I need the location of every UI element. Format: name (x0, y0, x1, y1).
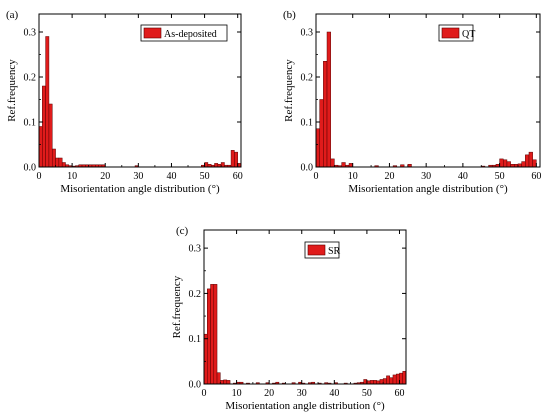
y-tick-label: 0.3 (24, 28, 37, 39)
legend-swatch (143, 27, 162, 39)
plot-frame (315, 13, 541, 168)
y-tick-label: 0.2 (189, 289, 202, 300)
bar (61, 162, 66, 168)
bar (42, 85, 46, 168)
x-tick-label: 0 (202, 388, 207, 399)
x-tick-label: 10 (232, 388, 242, 399)
panel-label: (b) (283, 9, 296, 21)
bar (58, 157, 63, 168)
bar (220, 162, 225, 168)
x-tick-label: 50 (200, 171, 210, 182)
bar (525, 154, 530, 168)
legend-box (140, 24, 228, 42)
x-axis-label: Misorientation angle distribution (°) (348, 183, 508, 195)
bar (503, 159, 508, 168)
y-tick-label: 0.2 (301, 73, 314, 84)
chart-panel-3: (c) 0 10 20 30 40 50 60 0.0 0.1 0.2 0.3 Misorientati… (171, 225, 407, 412)
plot-frame (203, 229, 407, 385)
x-tick-label: 0 (314, 171, 319, 182)
bar (369, 380, 374, 385)
bar (213, 284, 218, 385)
bar (223, 379, 228, 385)
x-tick-label: 40 (458, 171, 468, 182)
bar (348, 163, 353, 168)
chart-panel-2: (b) 0 10 20 30 40 50 60 0.0 0.1 0.2 0.3 Misorientati… (283, 9, 541, 195)
x-tick-label: 30 (421, 171, 431, 182)
x-tick-label: 60 (394, 388, 404, 399)
x-axis-label: Misorientation angle distribution (°) (225, 400, 385, 412)
x-tick-label: 10 (348, 171, 358, 182)
x-axis-label: Misorientation angle distribution (°) (60, 183, 220, 195)
bar (506, 161, 511, 168)
bar (220, 380, 224, 385)
x-tick-label: 40 (166, 171, 176, 182)
bar (389, 377, 394, 385)
bar (499, 158, 504, 168)
y-tick-label: 0.1 (189, 334, 202, 345)
legend-swatch (441, 27, 460, 39)
legend-label: QT (462, 29, 475, 40)
x-tick-label: 20 (384, 171, 394, 182)
bar (226, 380, 231, 385)
x-tick-label: 50 (362, 388, 372, 399)
y-tick-label: 0.0 (301, 163, 314, 174)
panel-label: (a) (6, 9, 19, 21)
x-tick-label: 40 (329, 388, 339, 399)
y-tick-label: 0.1 (24, 118, 37, 129)
bar (330, 158, 335, 168)
x-tick-label: 60 (531, 171, 541, 182)
bar (528, 151, 533, 168)
x-tick-label: 10 (67, 171, 77, 182)
x-tick-label: 30 (297, 388, 307, 399)
bar (230, 150, 235, 168)
x-tick-label: 30 (133, 171, 143, 182)
y-axis-label: Ref.frequency (171, 275, 183, 338)
bar (315, 128, 320, 168)
y-tick-label: 0.0 (189, 380, 202, 391)
bar (210, 284, 215, 385)
bar (216, 372, 221, 385)
chart-panel-1: (a) 0 10 20 30 40 50 60 0.0 0.1 0.2 0.3 Misorientati… (6, 9, 243, 195)
bar (207, 288, 211, 385)
y-tick-label: 0.3 (189, 244, 202, 255)
legend-label: SR (328, 246, 341, 257)
bar (48, 103, 53, 168)
bar (326, 31, 331, 168)
x-tick-label: 20 (264, 388, 274, 399)
bar (386, 375, 390, 385)
bar (382, 378, 387, 385)
bar (55, 157, 60, 168)
x-tick-label: 20 (100, 171, 110, 182)
panel-label: (c) (176, 225, 189, 237)
plot-frame (38, 13, 242, 168)
legend-swatch (307, 244, 326, 256)
bar (373, 380, 377, 385)
y-tick-label: 0.3 (301, 28, 314, 39)
y-axis-label: Ref.frequency (6, 59, 18, 122)
bar (214, 163, 219, 168)
bar (45, 36, 50, 168)
bar (52, 148, 56, 168)
y-tick-label: 0.0 (24, 163, 37, 174)
x-tick-label: 0 (37, 171, 42, 182)
y-axis-label: Ref.frequency (283, 59, 295, 122)
y-tick-label: 0.1 (301, 118, 314, 129)
x-tick-label: 60 (233, 171, 243, 182)
bar (379, 379, 384, 385)
bar (341, 162, 346, 168)
bar (323, 61, 328, 168)
bar (532, 159, 537, 168)
bar (392, 374, 397, 385)
bar (521, 161, 526, 168)
x-tick-label: 50 (495, 171, 505, 182)
legend-label: As-deposited (164, 29, 217, 40)
y-tick-label: 0.2 (24, 73, 37, 84)
bar (319, 99, 324, 168)
